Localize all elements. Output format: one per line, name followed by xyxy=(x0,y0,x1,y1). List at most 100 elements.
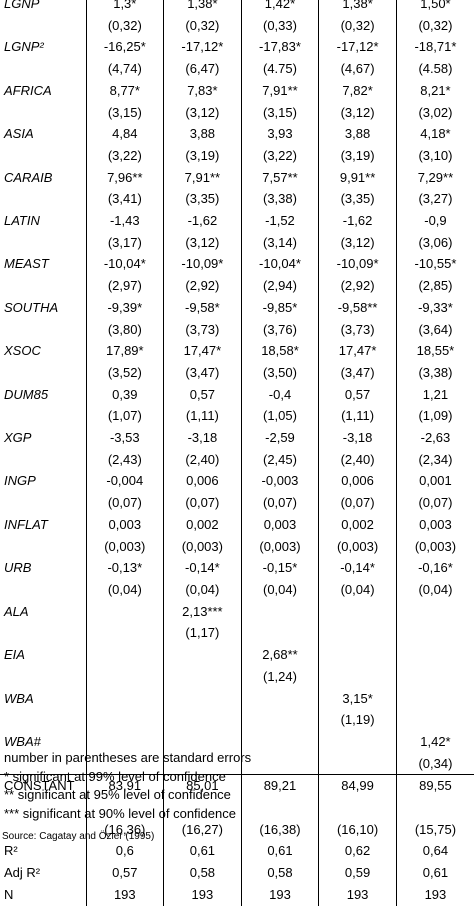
table-cell: (1,11) xyxy=(163,405,242,428)
table-cell: 18,55* xyxy=(416,343,455,359)
table-cell: 7,96** xyxy=(86,166,165,189)
row-label xyxy=(0,578,87,601)
table-row: (0,32) (0,32) (0,33) (0,32) (0,32) xyxy=(0,14,474,37)
table-cell: (1,07) xyxy=(86,405,165,428)
table-cell xyxy=(163,644,242,666)
table-cell: 1,42* xyxy=(420,733,451,749)
table-cell: (2,34) xyxy=(418,451,453,467)
table-cell xyxy=(241,687,320,710)
table-cell: (4.58) xyxy=(418,61,453,77)
table-row: (3,15) (3,12) (3,15) (3,12) (3,02) xyxy=(0,101,474,124)
row-label xyxy=(0,144,87,167)
table-row: WBA 3,15* xyxy=(0,687,474,710)
table-cell: (2,85) xyxy=(418,278,453,294)
table-cell: -0,4 xyxy=(241,383,320,406)
table-cell xyxy=(86,644,165,666)
table-cell: (0,003) xyxy=(318,535,397,558)
table-cell: -9,58** xyxy=(318,296,397,319)
table-cell: -10,55* xyxy=(414,256,457,272)
table-row: SOUTHA -9,39* -9,58* -9,85* -9,58** -9,33* xyxy=(0,296,474,319)
table-cell: -1,62 xyxy=(318,210,397,232)
table-cell: (3,64) xyxy=(418,321,453,337)
table-cell: (0,003) xyxy=(163,535,242,558)
table-cell: (3,41) xyxy=(86,188,165,211)
table-cell: (0,32) xyxy=(163,14,242,37)
table-cell: 1,38* xyxy=(163,0,242,15)
table-cell: 4,84 xyxy=(86,123,165,145)
table-cell: -0,13* xyxy=(86,557,165,579)
table-cell: (3,06) xyxy=(418,234,453,250)
table-cell: (3,52) xyxy=(86,361,165,384)
table-cell: (3,38) xyxy=(418,364,453,380)
table-cell xyxy=(318,600,397,623)
row-label xyxy=(0,752,87,775)
source-citation: Source: Cagatay and Özler (1995) xyxy=(2,831,155,842)
table-cell xyxy=(86,709,165,731)
table-cell: -1,43 xyxy=(86,210,165,232)
table-cell: (0,33) xyxy=(241,14,320,37)
note-significance-90: *** significant at 90% level of confiden… xyxy=(4,805,236,821)
table-cell: 1,38* xyxy=(318,0,397,15)
table-cell: 7,29** xyxy=(417,169,454,185)
table-cell: 17,47* xyxy=(163,340,242,362)
table-cell: (3,14) xyxy=(241,231,320,254)
table-cell: (3,35) xyxy=(163,188,242,211)
table-cell: (0,003) xyxy=(86,535,165,558)
table-cell: (3,12) xyxy=(318,231,397,254)
table-cell: (1,09) xyxy=(418,408,453,424)
table-cell: (6,47) xyxy=(163,58,242,80)
table-cell: (0,003) xyxy=(241,535,320,558)
table-cell: (3,22) xyxy=(241,144,320,167)
table-cell: 7,57** xyxy=(241,166,320,189)
table-cell: 2,13*** xyxy=(163,600,242,623)
row-label: ALA xyxy=(0,600,87,623)
table-cell xyxy=(396,622,474,644)
table-cell: (3,19) xyxy=(318,144,397,167)
table-row xyxy=(0,797,474,819)
table-notes: number in parentheses are standard error… xyxy=(4,749,251,823)
table-cell: (3,12) xyxy=(318,101,397,124)
table-cell: 193 xyxy=(241,883,320,906)
table-cell: 0,006 xyxy=(318,470,397,493)
table-cell: (2,92) xyxy=(318,275,397,297)
row-label: INFLAT xyxy=(0,513,87,536)
table-cell: -9,39* xyxy=(86,296,165,319)
table-cell: -0,004 xyxy=(86,470,165,493)
table-cell: (0,32) xyxy=(86,14,165,37)
table-cell: 1,42* xyxy=(241,0,320,15)
row-label xyxy=(0,188,87,211)
table-cell: (15,75) xyxy=(414,821,457,837)
table-cell xyxy=(318,665,397,688)
table-cell: 0,57 xyxy=(86,862,165,884)
row-label xyxy=(0,709,87,731)
row-label xyxy=(0,535,87,558)
table-cell: -1,52 xyxy=(241,210,320,232)
table-cell: 7,83* xyxy=(163,79,242,102)
table-row: (3,22) (3,19) (3,22) (3,19) (3,10) xyxy=(0,144,474,167)
table-row: (16,36) (16,27) (16,38) (16,10) (15,75) xyxy=(0,818,474,841)
table-row: (0,34) xyxy=(0,752,474,775)
table-cell: 0,003 xyxy=(419,516,452,532)
table-cell xyxy=(86,687,165,710)
table-cell: -0,15* xyxy=(241,557,320,579)
row-label: INGP xyxy=(0,470,87,493)
row-label: EIA xyxy=(0,644,87,666)
table-cell: (0,04) xyxy=(318,578,397,601)
table-cell: 0,39 xyxy=(86,383,165,406)
table-cell: (3,47) xyxy=(163,361,242,384)
table-row: LGNP 1,3* 1,38* 1,42* 1,38* 1,50* xyxy=(0,0,474,15)
table-cell: 3,93 xyxy=(241,123,320,145)
row-label xyxy=(0,448,87,471)
table-cell xyxy=(241,709,320,731)
row-label xyxy=(0,101,87,124)
table-cell: (1,19) xyxy=(318,709,397,731)
table-cell: -10,09* xyxy=(163,253,242,276)
table-cell: (2,45) xyxy=(241,448,320,471)
table-cell xyxy=(241,797,320,819)
table-cell: 1,50* xyxy=(420,0,451,11)
table-cell: 0,001 xyxy=(419,473,452,489)
row-label: ASIA xyxy=(0,123,87,145)
table-cell: -3,18 xyxy=(163,427,242,449)
table-cell: (2,40) xyxy=(318,448,397,471)
table-cell xyxy=(396,666,474,688)
